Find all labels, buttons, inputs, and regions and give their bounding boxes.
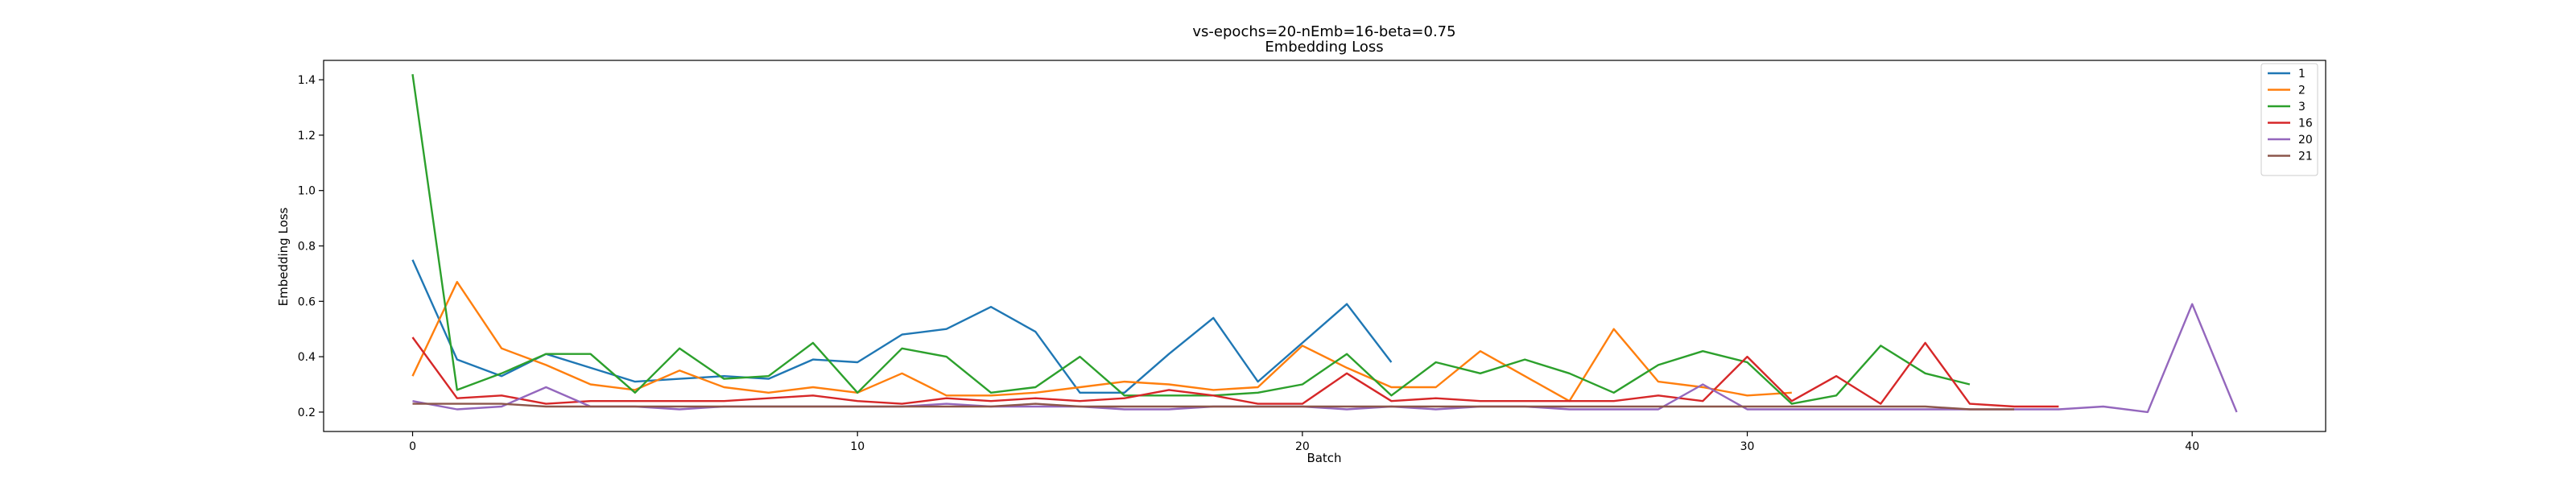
x-tick-label: 20 <box>1295 440 1310 453</box>
x-tick-label: 10 <box>850 440 865 453</box>
y-tick-label: 0.2 <box>298 407 316 419</box>
series-line-21 <box>412 402 2015 411</box>
series-line-2 <box>411 281 1792 402</box>
plot-content <box>411 74 2238 414</box>
y-tick-label: 0.4 <box>298 351 316 364</box>
legend-item-label: 2 <box>2298 85 2306 97</box>
legend-item-label: 21 <box>2298 151 2313 163</box>
x-tick-label: 0 <box>409 440 416 453</box>
series-line-16 <box>411 336 2059 408</box>
x-tick-label: 30 <box>1740 440 1755 453</box>
legend-item-label: 20 <box>2298 134 2313 147</box>
series-line-3 <box>411 74 1971 405</box>
y-axis-label: Embedding Loss <box>276 207 291 306</box>
x-axis-ticks: 0 10 20 30 40 <box>409 431 2199 453</box>
legend-item-label: 3 <box>2298 101 2306 114</box>
series-line-1 <box>411 259 1393 394</box>
legend: 1 2 3 16 20 21 <box>2260 63 2318 176</box>
plot-frame <box>323 60 2326 432</box>
x-axis-label: Batch <box>1307 451 1341 465</box>
legend-box <box>2260 63 2318 176</box>
y-axis-ticks: 0.2 0.4 0.6 0.8 1.0 1.2 1.4 <box>298 74 324 419</box>
legend-item-label: 16 <box>2298 118 2313 130</box>
x-tick-label: 40 <box>2185 440 2199 453</box>
y-tick-label: 1.2 <box>298 130 316 142</box>
y-tick-label: 1.0 <box>298 185 316 198</box>
legend-item-label: 1 <box>2298 68 2306 80</box>
chart-title: vs-epochs=20-nEmb=16-beta=0.75 <box>1192 23 1455 40</box>
y-tick-label: 1.4 <box>298 74 316 87</box>
y-tick-label: 0.8 <box>298 241 316 254</box>
chart-subtitle: Embedding Loss <box>1265 39 1383 56</box>
y-tick-label: 0.6 <box>298 295 316 308</box>
